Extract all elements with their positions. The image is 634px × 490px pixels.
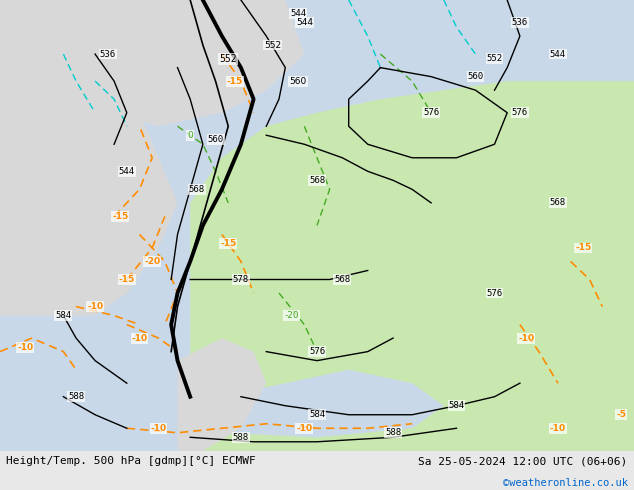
Polygon shape: [0, 0, 178, 316]
Text: -10: -10: [87, 302, 103, 311]
Text: 544: 544: [119, 167, 135, 176]
Polygon shape: [95, 0, 304, 126]
Text: 568: 568: [334, 275, 351, 284]
Text: -15: -15: [220, 239, 236, 248]
Text: -5: -5: [616, 410, 626, 419]
Text: Sa 25-05-2024 12:00 UTC (06+06): Sa 25-05-2024 12:00 UTC (06+06): [418, 456, 628, 466]
Text: 576: 576: [423, 108, 439, 117]
Text: 588: 588: [68, 392, 84, 401]
Text: -10: -10: [550, 424, 566, 433]
Text: 578: 578: [233, 275, 249, 284]
Text: 584: 584: [448, 401, 465, 410]
Text: -10: -10: [17, 343, 34, 352]
Text: -20: -20: [284, 311, 299, 320]
Text: 588: 588: [385, 428, 401, 437]
Text: -10: -10: [518, 334, 534, 343]
Text: -15: -15: [575, 244, 592, 252]
Text: 552: 552: [219, 53, 237, 64]
Text: 552: 552: [264, 41, 281, 49]
Text: 560: 560: [289, 76, 307, 86]
Text: 576: 576: [309, 347, 325, 356]
Text: 544: 544: [290, 9, 306, 18]
Text: 568: 568: [550, 198, 566, 207]
Text: 568: 568: [309, 176, 325, 185]
Text: -10: -10: [131, 334, 148, 343]
Text: 584: 584: [309, 410, 325, 419]
Text: 568: 568: [188, 185, 205, 194]
Text: -15: -15: [112, 212, 129, 221]
Text: -10: -10: [150, 424, 167, 433]
Polygon shape: [190, 369, 444, 437]
Text: 552: 552: [486, 54, 503, 63]
Polygon shape: [190, 81, 634, 451]
Text: 584: 584: [55, 311, 72, 320]
Text: -10: -10: [296, 424, 313, 433]
Text: -15: -15: [119, 275, 135, 284]
Text: 588: 588: [233, 433, 249, 442]
Text: 576: 576: [512, 108, 528, 117]
Text: 544: 544: [550, 49, 566, 59]
Text: 536: 536: [100, 49, 116, 59]
Polygon shape: [0, 0, 634, 451]
Text: 536: 536: [512, 18, 528, 27]
Text: ©weatheronline.co.uk: ©weatheronline.co.uk: [503, 478, 628, 489]
Polygon shape: [178, 338, 266, 451]
Text: 560: 560: [207, 135, 224, 144]
Text: -15: -15: [226, 76, 243, 86]
Text: 0: 0: [187, 131, 193, 140]
Text: 576: 576: [486, 289, 503, 297]
Text: -20: -20: [144, 257, 160, 266]
Text: Height/Temp. 500 hPa [gdmp][°C] ECMWF: Height/Temp. 500 hPa [gdmp][°C] ECMWF: [6, 456, 256, 466]
Polygon shape: [0, 23, 76, 113]
Text: 544: 544: [296, 18, 313, 27]
Text: 560: 560: [467, 72, 484, 81]
